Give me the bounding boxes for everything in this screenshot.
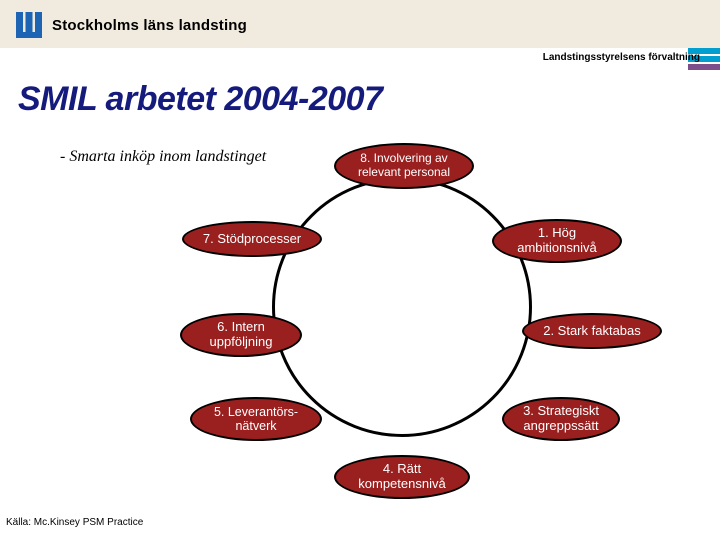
- node-7: 7. Stödprocesser: [182, 221, 322, 257]
- org-name: Stockholms läns landsting: [52, 17, 247, 34]
- logo-icon: [14, 10, 44, 40]
- node-2: 2. Stark faktabas: [522, 313, 662, 349]
- node-2-line1: 2. Stark faktabas: [543, 324, 641, 339]
- node-6-line2: uppföljning: [210, 335, 273, 350]
- node-4-line1: 4. Rätt: [358, 462, 445, 477]
- node-1-line2: ambitionsnivå: [517, 241, 597, 256]
- node-8: 8. Involvering av relevant personal: [334, 143, 474, 189]
- node-8-line1: 8. Involvering av: [358, 152, 450, 166]
- source-citation: Källa: Mc.Kinsey PSM Practice: [6, 517, 143, 528]
- node-5-line2: nätverk: [214, 419, 298, 433]
- node-5-line1: 5. Leverantörs-: [214, 405, 298, 419]
- node-4-line2: kompetensnivå: [358, 477, 445, 492]
- page-title: SMIL arbetet 2004-2007: [18, 80, 382, 119]
- sub-header: Landstingsstyrelsens förvaltning: [543, 52, 700, 63]
- ring-diagram: 8. Involvering av relevant personal 1. H…: [150, 135, 650, 535]
- org-logo: Stockholms läns landsting: [14, 10, 247, 40]
- node-6-line1: 6. Intern: [210, 320, 273, 335]
- node-6: 6. Intern uppföljning: [180, 313, 302, 357]
- node-4: 4. Rätt kompetensnivå: [334, 455, 470, 499]
- node-3-line2: angreppssätt: [523, 419, 599, 434]
- diagram-ring: [272, 177, 532, 437]
- node-8-line2: relevant personal: [358, 166, 450, 180]
- node-7-line1: 7. Stödprocesser: [203, 232, 301, 247]
- slide: Stockholms läns landsting Landstingsstyr…: [0, 0, 720, 540]
- stripe-purple: [688, 64, 720, 70]
- node-5: 5. Leverantörs- nätverk: [190, 397, 322, 441]
- node-1: 1. Hög ambitionsnivå: [492, 219, 622, 263]
- node-3: 3. Strategiskt angreppssätt: [502, 397, 620, 441]
- node-1-line1: 1. Hög: [517, 226, 597, 241]
- node-3-line1: 3. Strategiskt: [523, 404, 599, 419]
